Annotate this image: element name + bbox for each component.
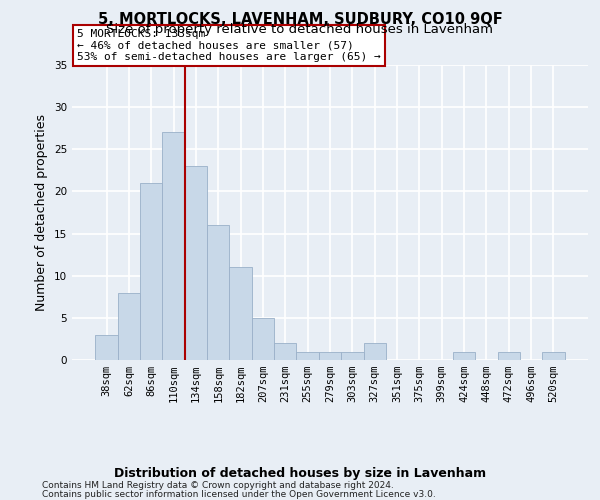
Text: Size of property relative to detached houses in Lavenham: Size of property relative to detached ho…: [107, 22, 493, 36]
Bar: [453, 352, 475, 360]
Text: Contains HM Land Registry data © Crown copyright and database right 2024.: Contains HM Land Registry data © Crown c…: [42, 481, 394, 490]
Bar: [296, 352, 319, 360]
Bar: [341, 352, 364, 360]
Bar: [140, 183, 163, 360]
Bar: [229, 268, 252, 360]
Y-axis label: Number of detached properties: Number of detached properties: [35, 114, 49, 311]
Bar: [542, 352, 565, 360]
Bar: [207, 225, 229, 360]
Text: 5, MORTLOCKS, LAVENHAM, SUDBURY, CO10 9QF: 5, MORTLOCKS, LAVENHAM, SUDBURY, CO10 9Q…: [98, 12, 502, 28]
Bar: [163, 132, 185, 360]
Bar: [497, 352, 520, 360]
Bar: [252, 318, 274, 360]
Bar: [185, 166, 207, 360]
Bar: [319, 352, 341, 360]
Bar: [274, 343, 296, 360]
Bar: [118, 292, 140, 360]
Text: Distribution of detached houses by size in Lavenham: Distribution of detached houses by size …: [114, 468, 486, 480]
Bar: [95, 334, 118, 360]
Bar: [364, 343, 386, 360]
Text: Contains public sector information licensed under the Open Government Licence v3: Contains public sector information licen…: [42, 490, 436, 499]
Text: 5 MORTLOCKS: 133sqm
← 46% of detached houses are smaller (57)
53% of semi-detach: 5 MORTLOCKS: 133sqm ← 46% of detached ho…: [77, 29, 381, 62]
